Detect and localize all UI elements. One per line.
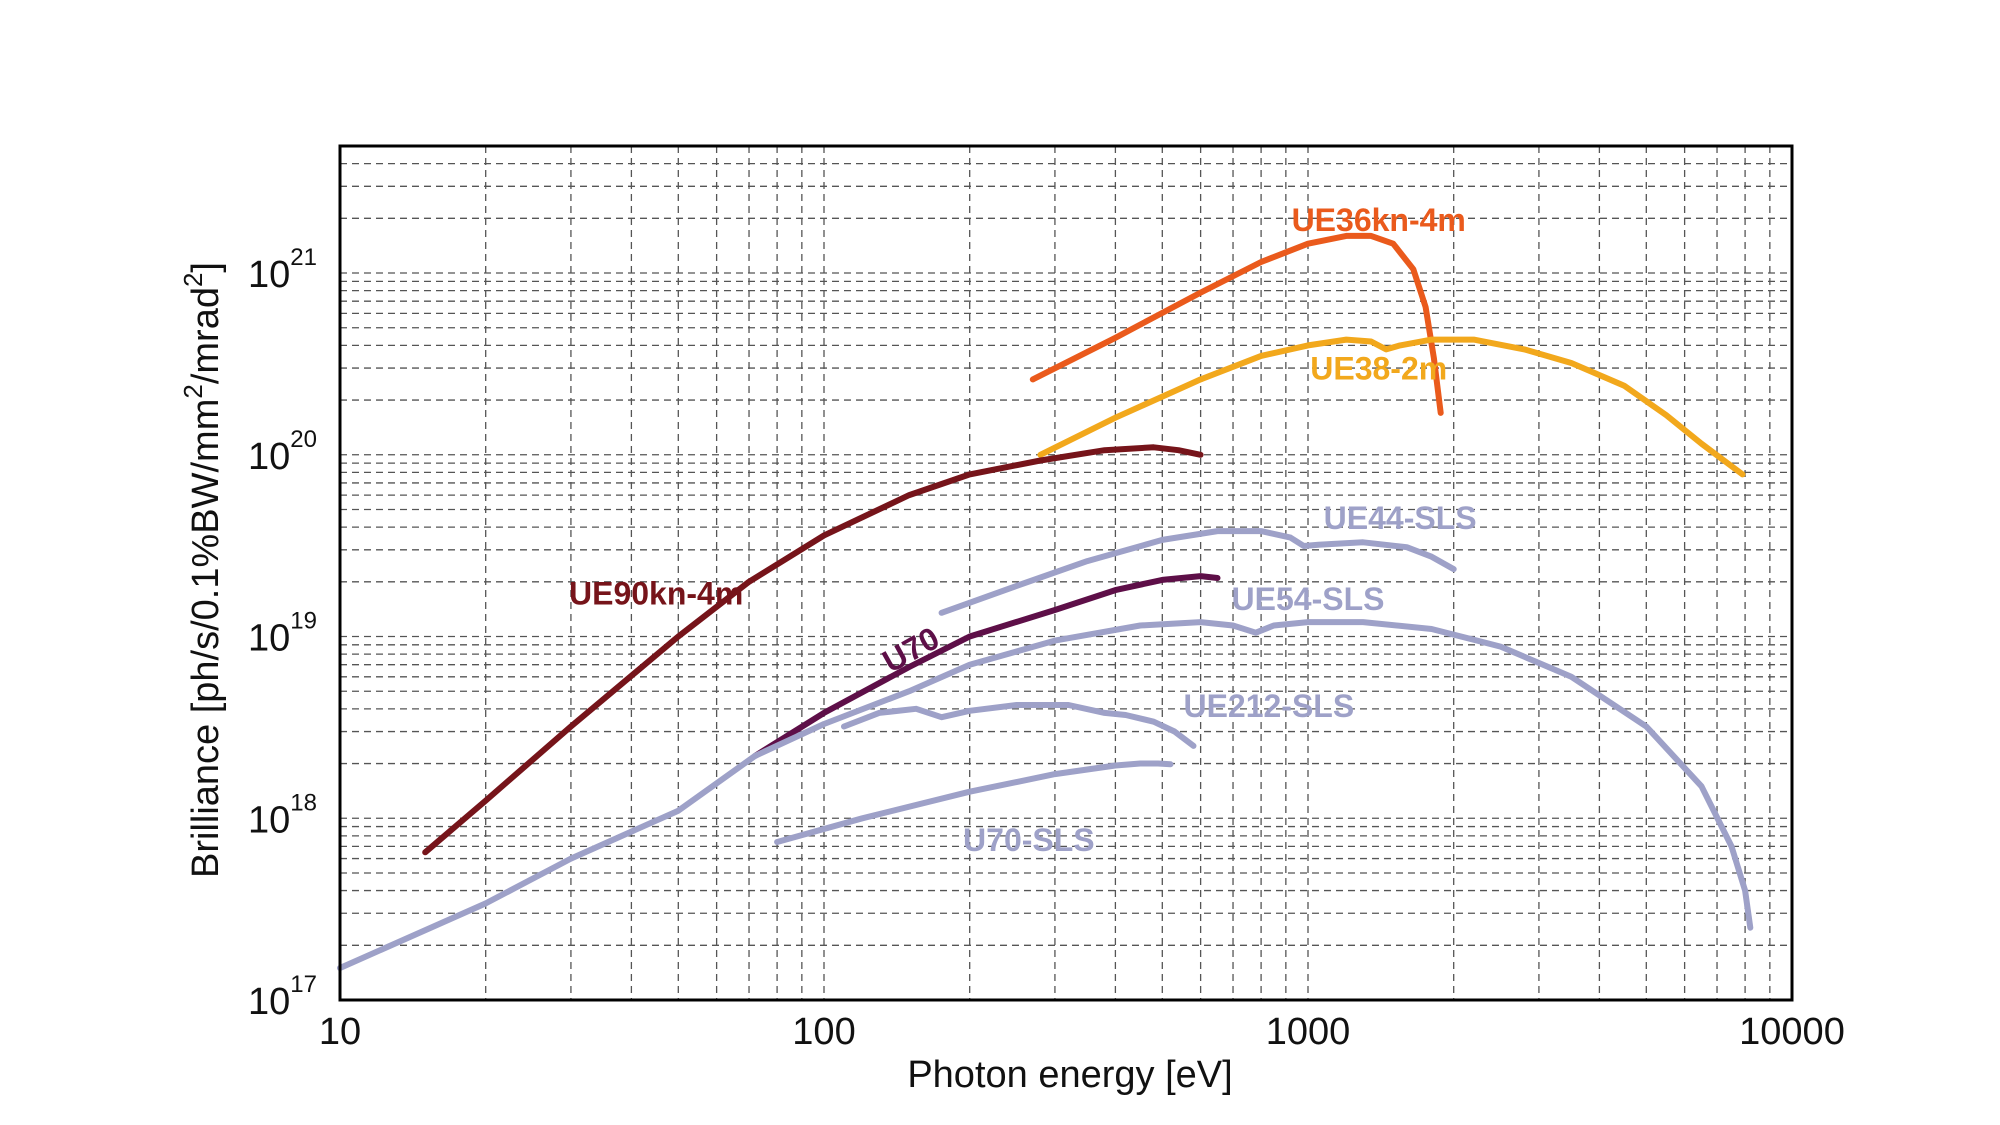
series-line-ue36kn-4m	[1029, 232, 1444, 416]
y-tick-labels: 1017 1018 1019 1020 1021	[248, 244, 317, 1023]
series-lines	[337, 232, 1754, 971]
x-tick-label: 10	[319, 1011, 361, 1053]
series-line-ue212-sls	[841, 702, 1197, 749]
series-line-u70-sls	[774, 760, 1174, 845]
x-tick-labels: 10 100 1000 10000	[319, 1011, 1845, 1053]
series-line-ue90kn-4m	[422, 444, 1204, 856]
series-label-ue212-sls: UE212-SLS	[1183, 688, 1354, 724]
series-label-ue54-sls: UE54-SLS	[1232, 581, 1385, 617]
series-label-u70: U70	[876, 620, 945, 680]
x-tick-label: 1000	[1266, 1011, 1351, 1053]
series-label-ue36kn-4m: UE36kn-4m	[1292, 202, 1466, 238]
y-axis-title-sup2: 2	[178, 273, 208, 287]
series-line-ue44-sls	[938, 528, 1457, 616]
x-tick-label: 100	[792, 1011, 855, 1053]
plot-frame	[338, 144, 1794, 1002]
series-label-u70-sls: U70-SLS	[963, 822, 1095, 858]
y-axis-title-sup1: 2	[178, 384, 208, 398]
y-tick-label: 1019	[248, 608, 317, 660]
series-labels: UE36kn-4m UE38-2m UE90kn-4m U70 UE44-SLS UE54…	[569, 202, 1477, 858]
y-axis-title: Brilliance [ph/s/0.1%BW/mm2/mrad2]	[178, 262, 227, 878]
series-line-u70	[751, 573, 1221, 759]
y-tick-label: 1020	[248, 426, 317, 478]
y-axis-title-prefix: Brilliance [ph/s/0.1%BW/mm	[185, 399, 227, 878]
y-tick-label: 1017	[248, 971, 317, 1023]
x-axis-title: Photon energy [eV]	[907, 1054, 1232, 1096]
series-label-ue38-2m: UE38-2m	[1310, 350, 1447, 386]
y-axis-title-suffix: ]	[185, 262, 227, 273]
x-tick-label: 10000	[1739, 1011, 1845, 1053]
series-line-ue54-sls	[337, 619, 1754, 971]
series-label-ue44-sls: UE44-SLS	[1324, 500, 1477, 536]
series-line-ue38-2m	[1037, 336, 1746, 478]
y-axis-title-middle: /mrad	[185, 287, 227, 384]
series-label-ue90kn-4m: UE90kn-4m	[569, 576, 743, 612]
y-tick-label: 1021	[248, 244, 317, 296]
grid	[340, 146, 1792, 1000]
y-tick-label: 1018	[248, 789, 317, 841]
